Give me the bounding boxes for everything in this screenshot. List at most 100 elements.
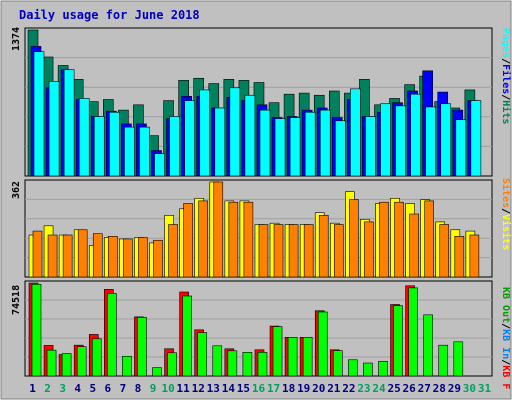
bar-kbin-day-8 — [137, 317, 147, 377]
bar-kbin-day-23 — [363, 362, 373, 377]
bar-kbin-day-25 — [393, 305, 403, 377]
bar-sites-day-22 — [349, 199, 359, 278]
bar-pages-day-24 — [380, 103, 391, 177]
day-label-16: 16 — [252, 382, 266, 395]
day-label-24: 24 — [372, 382, 386, 395]
ymax-label-hits: 1374 — [11, 27, 22, 51]
bar-kbin-day-5 — [91, 338, 102, 377]
day-label-3: 3 — [59, 382, 66, 395]
bar-kbin-day-10 — [167, 352, 177, 377]
bar-kbin-day-6 — [107, 293, 117, 377]
bar-kbin-day-29 — [453, 341, 464, 377]
bar-pages-day-11 — [184, 100, 195, 177]
bar-kbin-day-20 — [317, 311, 328, 377]
bar-kbin-day-24 — [378, 360, 388, 377]
legend-kbout: KB Out — [500, 287, 511, 323]
legend-hits: Pages — [500, 28, 511, 58]
bar-pages-day-4 — [78, 98, 90, 177]
day-label-31: 31 — [478, 382, 492, 395]
bar-kbin-day-2 — [46, 349, 57, 377]
bar-sites-day-14 — [228, 201, 239, 278]
bar-sites-day-4 — [77, 229, 88, 278]
day-label-8: 8 — [135, 382, 142, 395]
bar-kbin-day-21 — [332, 350, 343, 377]
day-label-25: 25 — [387, 382, 400, 395]
day-labels: 1 2 3 4 5 6 7 8 9 10 11 12 13 14 15 16 17 18 19 20 21 22 23 24 2… — [29, 382, 491, 395]
bar-pages-day-21 — [334, 120, 346, 177]
legend-kbf: KB F — [500, 365, 511, 389]
day-label-30: 30 — [463, 382, 476, 395]
bar-pages-day-23 — [365, 116, 376, 177]
bar-pages-day-5 — [93, 116, 105, 177]
day-label-4: 4 — [74, 382, 81, 395]
bar-pages-day-28 — [440, 103, 452, 177]
day-label-10: 10 — [161, 382, 174, 395]
bar-pages-day-16 — [259, 109, 271, 177]
bar-kbin-day-7 — [122, 355, 132, 377]
day-label-14: 14 — [222, 382, 236, 395]
panel-hits — [24, 27, 493, 177]
legend-sep-1: / — [500, 58, 511, 64]
bar-sites-day-19 — [303, 224, 314, 278]
bar-kbin-day-17 — [272, 326, 283, 377]
bar-pages-day-12 — [199, 89, 211, 177]
ymax-label-kb: 74518 — [11, 285, 22, 315]
bar-sites-day-8 — [138, 237, 148, 278]
legend-visits-panel: Sites/Visits — [500, 178, 512, 250]
bar-pages-day-15 — [244, 94, 256, 177]
bar-sites-day-20 — [318, 215, 329, 278]
bar-pages-day-18 — [289, 117, 301, 177]
bar-pages-day-6 — [109, 111, 120, 177]
legend-sites: Sites — [500, 178, 512, 208]
legend-sep-3: / — [500, 208, 511, 214]
legend-files: Files — [500, 64, 512, 94]
bar-sites-day-26 — [409, 213, 419, 278]
bar-pages-day-25 — [395, 105, 406, 177]
legend-sep-2: / — [500, 94, 511, 100]
legend-pages: Hits — [500, 100, 512, 124]
bar-kbin-day-9 — [152, 367, 162, 377]
day-label-20: 20 — [312, 382, 325, 395]
bar-kbin-day-26 — [408, 287, 418, 377]
bar-kbin-day-18 — [287, 337, 298, 377]
bar-sites-day-2 — [47, 234, 58, 278]
bar-pages-day-14 — [229, 87, 241, 177]
bar-sites-day-21 — [333, 224, 344, 278]
bar-pages-day-10 — [169, 116, 180, 177]
bar-pages-day-3 — [63, 69, 75, 177]
bar-pages-day-20 — [319, 109, 331, 177]
day-label-2: 2 — [44, 382, 51, 395]
bar-sites-day-25 — [394, 201, 404, 278]
bar-kbin-day-15 — [242, 351, 253, 377]
bar-kbin-day-27 — [423, 314, 433, 377]
bar-pages-day-26 — [410, 93, 421, 177]
day-label-23: 23 — [357, 382, 370, 395]
bar-sites-day-5 — [92, 233, 103, 278]
bar-kbin-day-19 — [302, 337, 313, 377]
bar-kbin-day-13 — [212, 345, 223, 377]
legend-hits-panel: Pages/Files/Hits — [500, 28, 512, 124]
ymax-label-visits: 362 — [11, 181, 22, 199]
bar-sites-day-27 — [424, 200, 434, 278]
bar-pages-day-22 — [350, 88, 361, 177]
day-label-17: 17 — [267, 382, 280, 395]
day-label-15: 15 — [237, 382, 250, 395]
legend-sep-4: / — [500, 323, 511, 329]
day-label-26: 26 — [403, 382, 417, 395]
bar-pages-day-8 — [139, 126, 150, 177]
bar-kbin-day-16 — [257, 351, 268, 377]
day-label-18: 18 — [282, 382, 295, 395]
day-label-13: 13 — [207, 382, 220, 395]
day-label-6: 6 — [105, 382, 112, 395]
bar-sites-day-17 — [273, 224, 284, 278]
bar-kbin-day-22 — [348, 359, 358, 377]
bar-sites-day-9 — [153, 239, 163, 278]
bar-sites-day-15 — [243, 201, 254, 278]
legend-kbin: KB In — [500, 329, 511, 359]
day-label-9: 9 — [150, 382, 157, 395]
bar-pages-day-9 — [154, 153, 165, 177]
panel-visits — [24, 179, 493, 278]
day-label-7: 7 — [120, 382, 127, 395]
bar-pages-day-7 — [124, 126, 135, 177]
